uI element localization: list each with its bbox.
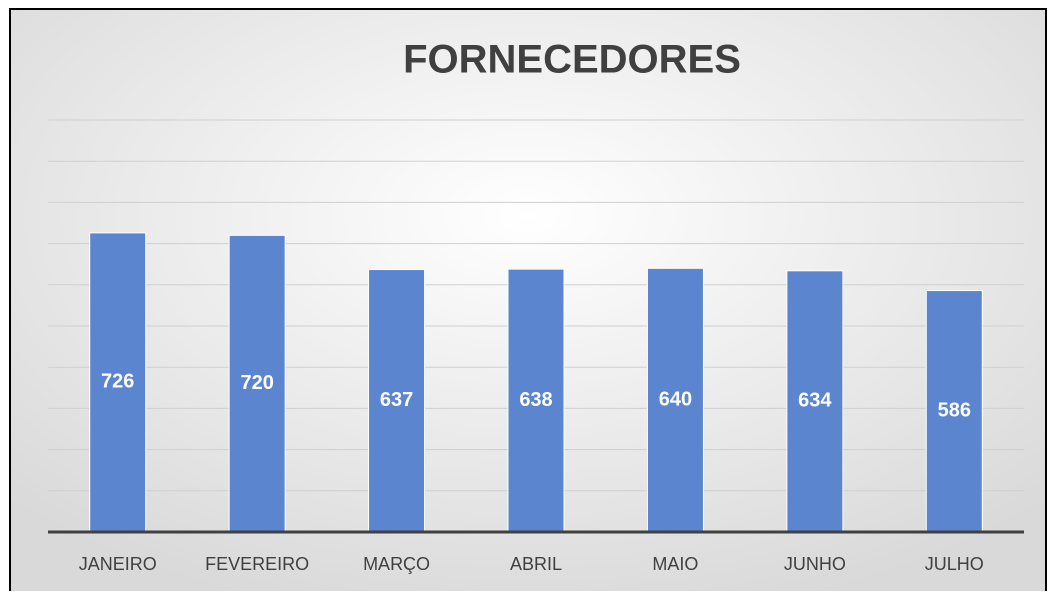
x-tick-label: JULHO [925,554,984,574]
data-label: 586 [938,400,971,422]
bar [925,290,983,533]
x-tick-label: FEVEREIRO [205,554,309,574]
data-label: 640 [659,388,692,410]
bar [368,269,426,533]
x-tick-label: ABRIL [510,554,562,574]
x-tick-label: MAIO [652,554,698,574]
bar [786,270,844,533]
bar [507,268,565,533]
chart-title: FORNECEDORES [403,38,741,82]
bar [228,234,286,533]
bar [89,232,147,533]
data-label: 637 [380,389,413,411]
x-tick-label: JUNHO [784,554,846,574]
data-label: 720 [240,372,273,394]
x-tick-label: JANEIRO [79,554,157,574]
data-label: 638 [519,389,552,411]
data-label: 634 [798,390,832,412]
x-tick-label: MARÇO [363,554,430,574]
data-label: 726 [101,371,134,393]
